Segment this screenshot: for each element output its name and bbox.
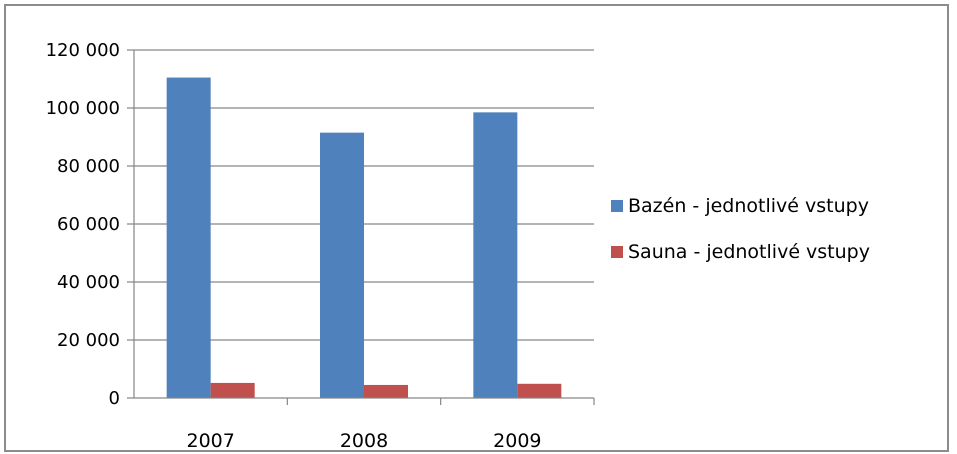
legend-label: Sauna - jednotlivé vstupy [628, 241, 870, 263]
axis-labels: 0 20 000 40 000 60 000 80 000 100 000 120 000 2… [46, 40, 542, 452]
x-tick-label: 2009 [493, 430, 541, 452]
y-tick-label: 80 000 [57, 156, 120, 177]
y-tick-label: 20 000 [57, 330, 120, 351]
bar-sauna [210, 382, 255, 398]
bar-chart: 0 20 000 40 000 60 000 80 000 100 000 120 000 2… [46, 40, 870, 452]
bar-bazen [166, 77, 211, 399]
axes [127, 49, 595, 405]
y-tick-label: 60 000 [57, 214, 120, 235]
legend: Bazén - jednotlivé vstupy Sauna - jednotl… [611, 195, 870, 263]
legend-label: Bazén - jednotlivé vstupy [628, 195, 869, 217]
bar-sauna [364, 384, 408, 398]
x-tick-label: 2008 [340, 430, 388, 452]
legend-swatch [611, 246, 623, 258]
bar-bazen [320, 132, 364, 398]
y-tick-label: 40 000 [57, 272, 120, 293]
bar-sauna [517, 383, 562, 398]
bar-bazen [473, 112, 518, 398]
x-tick-label: 2007 [186, 430, 234, 452]
chart-frame: 0 20 000 40 000 60 000 80 000 100 000 120 000 2… [4, 4, 949, 452]
y-tick-label: 100 000 [46, 98, 120, 119]
legend-swatch [611, 200, 623, 212]
y-tick-label: 0 [109, 388, 120, 409]
bars [166, 77, 562, 399]
y-tick-label: 120 000 [46, 40, 120, 61]
